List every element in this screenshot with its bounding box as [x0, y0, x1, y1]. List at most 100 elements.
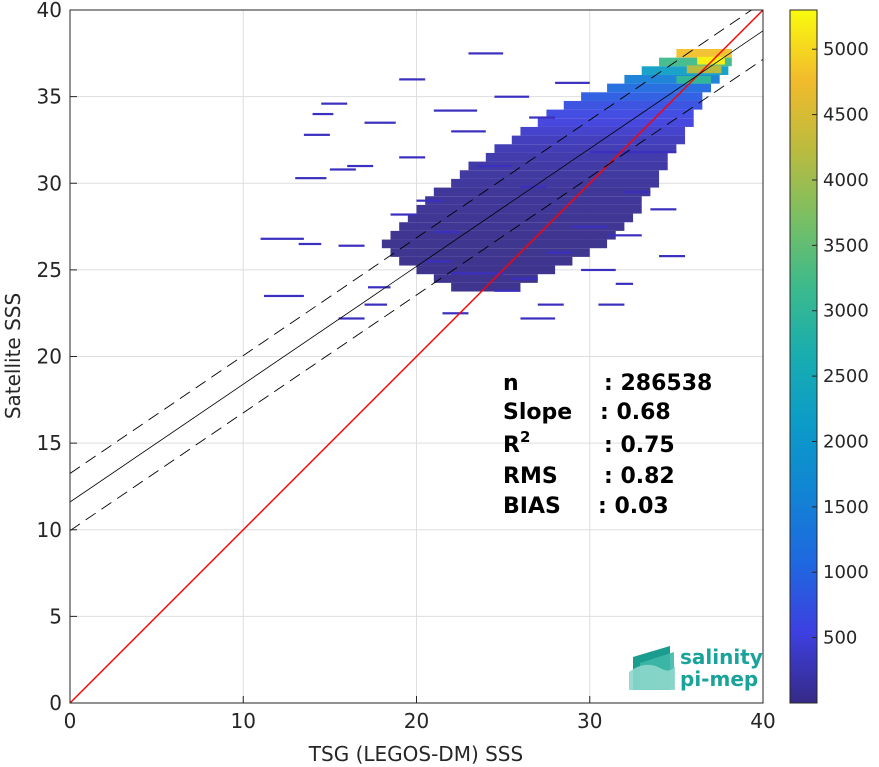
density-band — [659, 57, 732, 67]
density-streak — [546, 251, 573, 254]
density-band — [390, 248, 590, 257]
density-streak — [537, 303, 564, 306]
stat-label: Slope — [503, 400, 572, 425]
y-tick-label: 0 — [49, 691, 62, 715]
density-streak — [659, 255, 686, 258]
density-band — [390, 230, 616, 240]
density-band — [407, 213, 634, 223]
stat-value: : 0.03 — [598, 494, 669, 519]
density-streak — [555, 81, 590, 84]
density-band — [624, 74, 720, 84]
x-tick-label: 0 — [64, 709, 77, 733]
density-streak — [624, 190, 651, 194]
regression-line — [70, 30, 763, 503]
density-band — [416, 265, 556, 275]
density-streak — [303, 133, 330, 136]
stat-value: : 0.75 — [604, 433, 675, 458]
salinity-pimep-logo: salinity pi-mep — [629, 645, 763, 691]
density-streak — [295, 177, 327, 180]
logo-text-line2: pi-mep — [680, 667, 758, 691]
density-streak — [321, 102, 348, 105]
colorbar-tick-label: 1500 — [823, 497, 869, 518]
density-band — [494, 144, 677, 153]
y-axis-label: Satellite SSS — [1, 293, 25, 419]
stat-label: BIAS — [503, 494, 561, 519]
y-tick-label: 25 — [37, 258, 62, 282]
density-band — [641, 66, 729, 75]
density-streak — [390, 213, 417, 216]
density-streak — [494, 289, 521, 292]
density-band — [399, 256, 573, 266]
density-streak — [451, 272, 504, 275]
stat-value: : 0.82 — [604, 464, 675, 489]
y-tick-label: 10 — [37, 518, 62, 542]
y-tick-label: 20 — [37, 345, 62, 369]
colorbar-tick-label: 4500 — [823, 105, 869, 126]
density-band — [451, 178, 660, 188]
x-axis-ticks: 0 10 20 30 40 — [64, 696, 776, 733]
density-band — [581, 92, 703, 101]
density-streak — [367, 286, 391, 289]
density-streak — [364, 303, 388, 306]
stat-value: : 0.68 — [600, 400, 671, 425]
density-streak — [511, 277, 538, 280]
one-to-one-line — [70, 10, 763, 703]
y-axis-ticks: 0 5 10 15 20 25 30 35 40 — [37, 0, 77, 715]
stat-label: n — [503, 371, 519, 396]
x-tick-label: 10 — [231, 709, 256, 733]
density-streak — [260, 237, 304, 240]
density-band — [433, 187, 651, 197]
density-streak — [399, 78, 426, 81]
y-tick-label: 5 — [49, 604, 62, 628]
density-band — [399, 222, 625, 231]
density-streak — [615, 282, 634, 285]
density-streak — [494, 95, 530, 98]
density-streak — [364, 121, 396, 124]
density-streak — [468, 52, 504, 55]
lower-confidence-line — [70, 59, 763, 531]
x-tick-label: 40 — [750, 709, 775, 733]
colorbar-tick-label: 3500 — [823, 235, 869, 256]
density-streak — [451, 130, 486, 133]
density-streak — [607, 234, 642, 237]
density-streak — [433, 109, 478, 112]
density-hotspot — [697, 56, 725, 65]
colorbar-tick-label: 1000 — [823, 562, 869, 583]
upper-confidence-line — [70, 10, 753, 474]
stat-label: RMS — [503, 464, 558, 489]
density-streak — [264, 294, 304, 298]
density-streak — [572, 225, 608, 228]
density-band — [425, 196, 642, 205]
density-streak — [477, 164, 512, 168]
density-band — [563, 100, 703, 110]
colorbar-tick-label: 3000 — [823, 301, 869, 322]
density-band — [433, 274, 538, 283]
density-band — [459, 170, 660, 179]
y-tick-label: 35 — [37, 85, 62, 109]
y-tick-label: 30 — [37, 171, 62, 195]
density-streak — [598, 303, 625, 306]
density-band — [381, 239, 608, 249]
density-streak — [433, 230, 460, 233]
density-streak — [589, 151, 677, 154]
density-streak — [338, 317, 365, 320]
density-band — [537, 118, 694, 127]
density-streak — [298, 242, 322, 246]
y-tick-label: 15 — [37, 431, 62, 455]
density-band — [546, 109, 694, 119]
density-band — [416, 204, 642, 214]
density-band — [511, 135, 686, 145]
density-band — [607, 83, 712, 93]
stat-value: : 286538 — [604, 371, 712, 396]
density-streak — [520, 317, 556, 320]
x-tick-label: 30 — [577, 709, 602, 733]
colorbar-tick-label: 2500 — [823, 366, 869, 387]
density-streak — [347, 164, 374, 168]
stat-superscript: 2 — [520, 428, 530, 446]
density-streak — [312, 112, 334, 116]
density-band — [520, 126, 686, 136]
colorbar-tick-label: 4000 — [823, 170, 869, 191]
density-band — [468, 161, 668, 171]
